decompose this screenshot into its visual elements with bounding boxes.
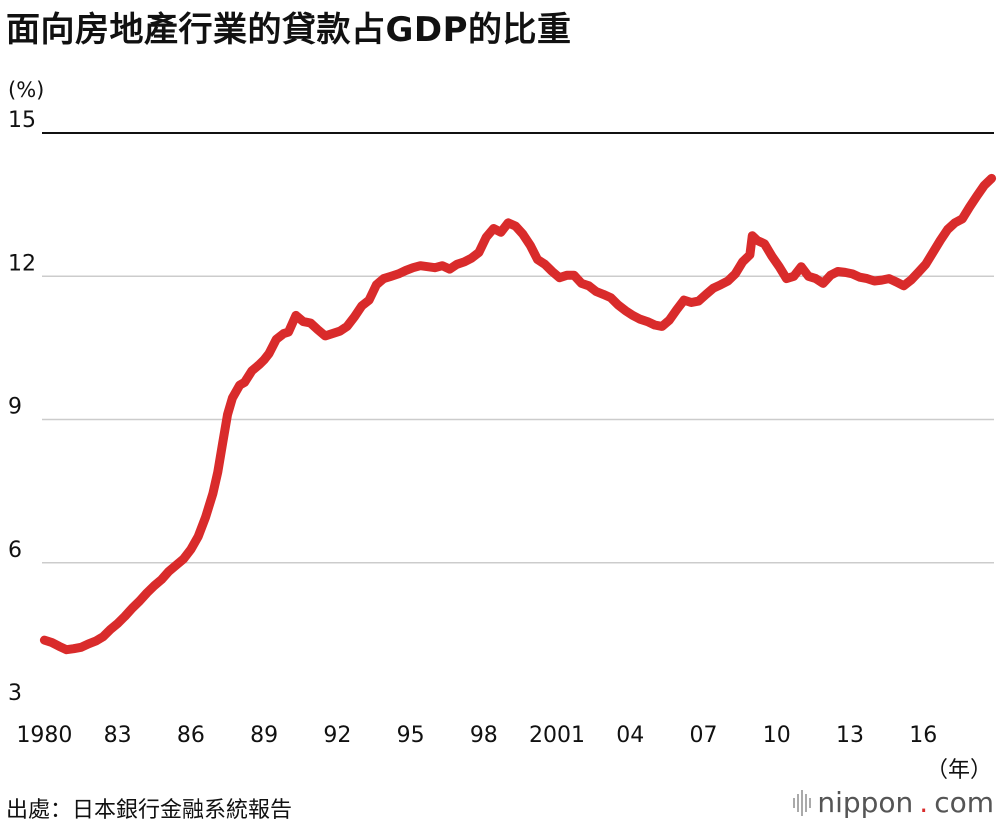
brand-logo: nippon. com xyxy=(793,786,994,819)
x-tick-label-16: 16 xyxy=(909,723,937,748)
x-tick-label-83: 83 xyxy=(104,723,132,748)
y-tick-label-12: 12 xyxy=(8,251,36,276)
brand-name: nippon xyxy=(817,786,914,819)
grid-lines xyxy=(42,132,994,564)
y-tick-labels: 3 6 9 12 15 xyxy=(8,108,36,706)
x-tick-label-13: 13 xyxy=(836,723,864,748)
y-tick-label-9: 9 xyxy=(8,395,22,420)
x-tick-label-2001: 2001 xyxy=(529,723,585,748)
y-tick-label-3: 3 xyxy=(8,681,22,706)
chart-title: 面向房地產行業的貸款占GDP的比重 xyxy=(6,10,572,50)
brand-dot: . xyxy=(919,786,929,819)
x-tick-label-04: 04 xyxy=(616,723,644,748)
x-tick-label-92: 92 xyxy=(323,723,351,748)
brand-tld: com xyxy=(934,786,994,819)
x-tick-label-07: 07 xyxy=(690,723,718,748)
y-tick-label-15: 15 xyxy=(8,108,36,133)
x-tick-label-95: 95 xyxy=(397,723,425,748)
brand-bars-icon xyxy=(793,789,812,816)
y-axis-unit-label: (%) xyxy=(8,78,45,102)
x-tick-labels: 1980 83 86 89 92 95 98 2001 04 07 10 13 16 xyxy=(16,723,937,748)
series-layer xyxy=(39,173,997,655)
y-tick-label-6: 6 xyxy=(8,538,22,563)
series-line-0 xyxy=(39,173,997,655)
x-tick-label-98: 98 xyxy=(470,723,498,748)
x-tick-label-89: 89 xyxy=(250,723,278,748)
source-note: 出處：日本銀行金融系統報告 xyxy=(6,798,293,823)
x-tick-label-1980: 1980 xyxy=(16,723,72,748)
x-axis-unit-label: （年） xyxy=(925,758,992,783)
x-tick-label-10: 10 xyxy=(763,723,791,748)
x-tick-label-86: 86 xyxy=(177,723,205,748)
